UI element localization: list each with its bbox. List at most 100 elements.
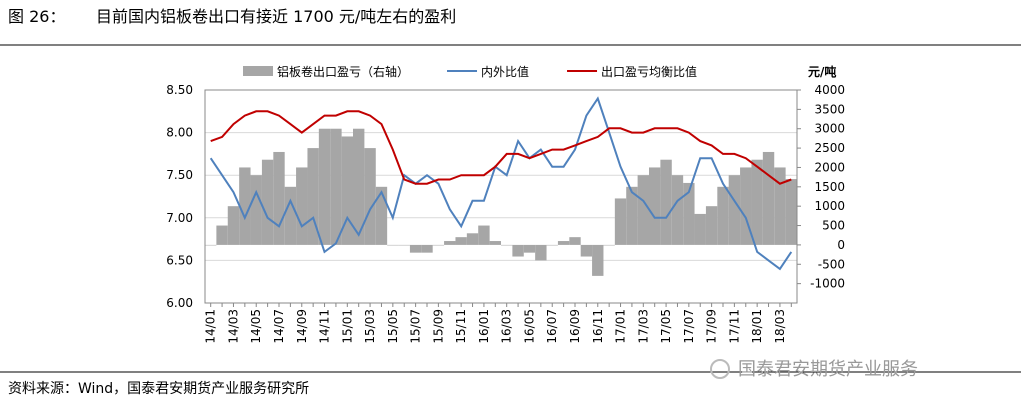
bar (705, 206, 718, 245)
x-tick-label: 18/01 (750, 309, 764, 344)
plot-frame (204, 89, 798, 304)
bar (432, 244, 445, 246)
bar (580, 244, 593, 257)
bar (649, 167, 661, 245)
y2-tick-label: 2000 (814, 160, 845, 174)
bar (671, 175, 684, 245)
chart-title: 目前国内铝板卷出口有接近 1700 元/吨左右的盈利 (96, 7, 456, 26)
x-tick-label: 16/09 (568, 309, 582, 344)
bar (296, 167, 308, 245)
bar (523, 244, 536, 253)
bar (409, 244, 422, 253)
figure-label: 图 26： (8, 7, 65, 26)
x-tick-label: 17/05 (659, 309, 673, 344)
x-tick-label: 15/01 (340, 309, 354, 344)
legend-swatch (243, 66, 273, 76)
x-tick-label: 17/11 (727, 309, 741, 344)
x-tick-label: 17/09 (705, 309, 719, 344)
bar (466, 233, 479, 245)
bar (330, 128, 342, 245)
y-tick-label: 6.50 (166, 253, 193, 267)
y2-tick-label: 1500 (814, 180, 845, 194)
line-series (210, 110, 792, 185)
bar (762, 151, 775, 245)
watermark: 国泰君安期货产业服务 (738, 359, 918, 380)
bar (614, 198, 627, 245)
y2-tick-label: 3500 (814, 102, 845, 116)
bar (557, 241, 570, 245)
bar (751, 159, 763, 245)
bar (717, 186, 729, 245)
bar (569, 237, 581, 245)
x-tick-label: 16/11 (591, 309, 605, 344)
x-tick-label: 14/03 (226, 309, 240, 344)
bar (353, 128, 365, 245)
legend-label: 内外比值 (481, 64, 529, 79)
bar (227, 206, 240, 245)
bar (478, 225, 490, 245)
bar (273, 151, 285, 245)
x-tick-label: 15/03 (363, 309, 377, 344)
bar (239, 167, 251, 245)
x-tick-label: 18/03 (773, 309, 787, 344)
y-tick-label: 7.00 (166, 211, 193, 225)
bar (250, 175, 262, 245)
x-tick-label: 15/05 (386, 309, 400, 344)
y2-tick-label: 500 (822, 219, 845, 233)
bar (341, 136, 353, 245)
y2-tick-label: -1000 (810, 277, 845, 291)
bar (489, 241, 501, 245)
y2-tick-label: 4000 (814, 83, 845, 97)
legend-label: 铝板卷出口盈亏（右轴） (277, 64, 409, 79)
x-tick-label: 15/11 (454, 309, 468, 344)
line-series (209, 96, 793, 271)
bar (626, 186, 638, 245)
bar (637, 175, 649, 245)
x-tick-label: 14/01 (204, 309, 218, 344)
x-tick-label: 14/09 (295, 309, 309, 344)
x-tick-label: 16/01 (477, 309, 491, 344)
bar (284, 186, 297, 245)
bar (603, 244, 615, 246)
watermark-icon (710, 359, 730, 379)
x-tick-label: 16/03 (500, 309, 514, 344)
bar (694, 213, 706, 245)
x-tick-label: 14/11 (318, 309, 332, 344)
y2-tick-label: 0 (837, 238, 845, 252)
bar (785, 179, 797, 245)
bar (455, 237, 467, 245)
x-tick-label: 16/07 (545, 309, 559, 344)
y-tick-label: 7.50 (166, 168, 193, 182)
x-tick-label: 17/03 (636, 309, 650, 344)
bar (398, 244, 410, 246)
bar (387, 244, 399, 246)
bar (660, 159, 672, 245)
bar (261, 159, 274, 245)
bar (592, 244, 604, 276)
bar (375, 186, 388, 245)
source-note: 资料来源：Wind，国泰君安期货产业服务研究所 (8, 380, 309, 397)
bar (728, 175, 741, 245)
bar (307, 148, 319, 245)
y-tick-label: 6.00 (166, 296, 193, 310)
legend-label: 出口盈亏均衡比值 (601, 64, 697, 79)
bar (740, 167, 752, 245)
y2-tick-label: -500 (818, 257, 845, 271)
bar (364, 148, 376, 245)
x-tick-label: 15/09 (431, 309, 445, 344)
x-tick-label: 14/05 (249, 309, 263, 344)
bar (501, 244, 513, 246)
x-tick-label: 16/05 (522, 309, 536, 344)
bar (421, 244, 433, 253)
x-tick-label: 14/07 (272, 309, 286, 344)
bar (546, 244, 558, 246)
bar (444, 241, 456, 245)
y2-axis-title: 元/吨 (808, 64, 836, 79)
x-tick-label: 15/07 (409, 309, 423, 344)
bar (535, 244, 547, 261)
y2-tick-label: 3000 (814, 122, 845, 136)
bar (216, 225, 228, 245)
bar (318, 128, 331, 245)
